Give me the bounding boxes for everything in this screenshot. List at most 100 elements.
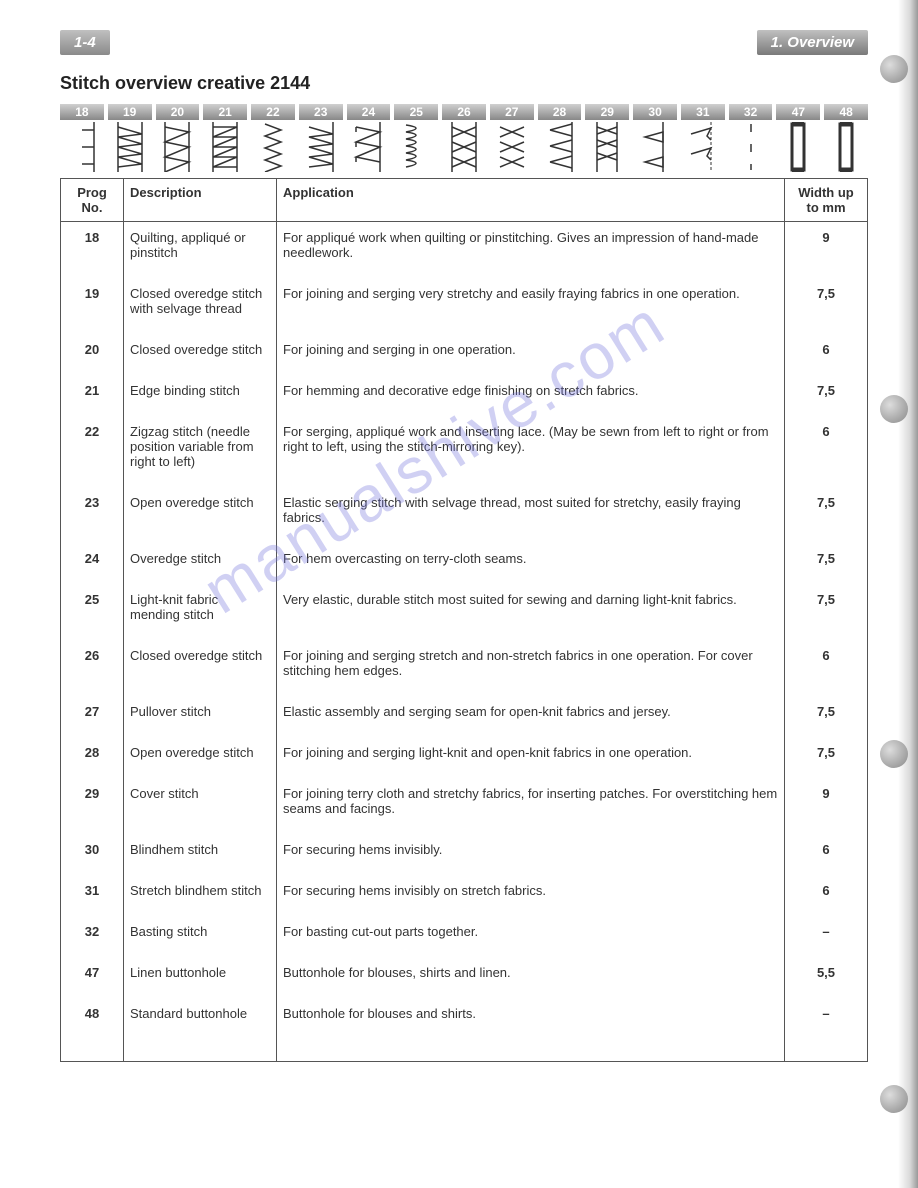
stitch-number-badge: 25 bbox=[394, 104, 438, 120]
cell-desc: Closed overedge stitch bbox=[124, 334, 277, 375]
table-header-row: Prog No. Description Application Width u… bbox=[61, 179, 868, 222]
stitch-icon bbox=[540, 122, 580, 172]
table-row: 21 Edge binding stitch For hemming and d… bbox=[61, 375, 868, 416]
cell-desc: Stretch blindhem stitch bbox=[124, 875, 277, 916]
stitch-cell: 31 bbox=[681, 104, 725, 172]
cell-desc: Light-knit fabric mending stitch bbox=[124, 584, 277, 640]
stitch-number-badge: 32 bbox=[729, 104, 773, 120]
stitch-cell: 30 bbox=[633, 104, 677, 172]
stitch-icon bbox=[253, 122, 293, 172]
cell-prog: 19 bbox=[61, 278, 124, 334]
cell-desc: Closed overedge stitch with selvage thre… bbox=[124, 278, 277, 334]
cell-desc: Blindhem stitch bbox=[124, 834, 277, 875]
stitch-icon bbox=[62, 122, 102, 172]
cell-width: 7,5 bbox=[785, 543, 868, 584]
cell-prog: 29 bbox=[61, 778, 124, 834]
stitch-number-badge: 22 bbox=[251, 104, 295, 120]
stitch-icon bbox=[348, 122, 388, 172]
cell-prog: 23 bbox=[61, 487, 124, 543]
cell-prog: 24 bbox=[61, 543, 124, 584]
stitch-number-badge: 27 bbox=[490, 104, 534, 120]
stitch-number-badge: 47 bbox=[776, 104, 820, 120]
cell-prog: 31 bbox=[61, 875, 124, 916]
cell-desc: Zigzag stitch (needle position variable … bbox=[124, 416, 277, 487]
cell-prog: 26 bbox=[61, 640, 124, 696]
stitch-icon bbox=[826, 122, 866, 172]
table-row: 19 Closed overedge stitch with selvage t… bbox=[61, 278, 868, 334]
table-row: 18 Quilting, appliqué or pinstitch For a… bbox=[61, 222, 868, 279]
stitch-cell: 29 bbox=[585, 104, 629, 172]
cell-desc: Standard buttonhole bbox=[124, 998, 277, 1062]
page: 1-4 1. Overview Stitch overview creative… bbox=[0, 0, 918, 1102]
cell-width: 9 bbox=[785, 222, 868, 279]
cell-app: Buttonhole for blouses and shirts. bbox=[277, 998, 785, 1062]
cell-app: Elastic serging stitch with selvage thre… bbox=[277, 487, 785, 543]
binder-hole bbox=[880, 740, 908, 768]
cell-width: 6 bbox=[785, 334, 868, 375]
stitch-cell: 26 bbox=[442, 104, 486, 172]
cell-prog: 30 bbox=[61, 834, 124, 875]
stitch-cell: 48 bbox=[824, 104, 868, 172]
page-number-badge: 1-4 bbox=[60, 30, 110, 55]
cell-app: For hem overcasting on terry-cloth seams… bbox=[277, 543, 785, 584]
cell-app: Very elastic, durable stitch most suited… bbox=[277, 584, 785, 640]
cell-app: For basting cut-out parts together. bbox=[277, 916, 785, 957]
stitch-number-badge: 30 bbox=[633, 104, 677, 120]
col-header-prog: Prog No. bbox=[61, 179, 124, 222]
stitch-number-badge: 18 bbox=[60, 104, 104, 120]
stitch-icon bbox=[731, 122, 771, 172]
table-row: 23 Open overedge stitch Elastic serging … bbox=[61, 487, 868, 543]
cell-width: 7,5 bbox=[785, 737, 868, 778]
stitch-number-badge: 19 bbox=[108, 104, 152, 120]
cell-app: For joining terry cloth and stretchy fab… bbox=[277, 778, 785, 834]
cell-prog: 28 bbox=[61, 737, 124, 778]
cell-app: Buttonhole for blouses, shirts and linen… bbox=[277, 957, 785, 998]
stitch-icon bbox=[396, 122, 436, 172]
table-row: 27 Pullover stitch Elastic assembly and … bbox=[61, 696, 868, 737]
stitch-number-badge: 26 bbox=[442, 104, 486, 120]
cell-app: For appliqué work when quilting or pinst… bbox=[277, 222, 785, 279]
cell-width: 6 bbox=[785, 416, 868, 487]
cell-prog: 20 bbox=[61, 334, 124, 375]
cell-width: 6 bbox=[785, 834, 868, 875]
cell-width: 5,5 bbox=[785, 957, 868, 998]
table-row: 24 Overedge stitch For hem overcasting o… bbox=[61, 543, 868, 584]
stitch-icon bbox=[110, 122, 150, 172]
cell-desc: Edge binding stitch bbox=[124, 375, 277, 416]
stitch-icon bbox=[587, 122, 627, 172]
stitch-number-badge: 24 bbox=[347, 104, 391, 120]
cell-width: 7,5 bbox=[785, 584, 868, 640]
stitch-icon bbox=[444, 122, 484, 172]
stitch-number-badge: 29 bbox=[585, 104, 629, 120]
stitch-number-badge: 23 bbox=[299, 104, 343, 120]
stitch-number-badge: 28 bbox=[538, 104, 582, 120]
stitch-icon-row: 1819202122232425262728293031324748 bbox=[60, 104, 868, 172]
cell-app: For joining and serging stretch and non-… bbox=[277, 640, 785, 696]
cell-prog: 48 bbox=[61, 998, 124, 1062]
cell-width: – bbox=[785, 998, 868, 1062]
section-badge: 1. Overview bbox=[757, 30, 868, 55]
stitch-cell: 23 bbox=[299, 104, 343, 172]
cell-desc: Cover stitch bbox=[124, 778, 277, 834]
table-body: 18 Quilting, appliqué or pinstitch For a… bbox=[61, 222, 868, 1062]
cell-prog: 25 bbox=[61, 584, 124, 640]
table-row: 29 Cover stitch For joining terry cloth … bbox=[61, 778, 868, 834]
col-header-width: Width up to mm bbox=[785, 179, 868, 222]
stitch-cell: 18 bbox=[60, 104, 104, 172]
stitch-number-badge: 20 bbox=[156, 104, 200, 120]
stitch-icon bbox=[157, 122, 197, 172]
stitch-number-badge: 21 bbox=[203, 104, 247, 120]
table-row: 22 Zigzag stitch (needle position variab… bbox=[61, 416, 868, 487]
stitch-cell: 28 bbox=[538, 104, 582, 172]
cell-desc: Overedge stitch bbox=[124, 543, 277, 584]
cell-app: For hemming and decorative edge finishin… bbox=[277, 375, 785, 416]
cell-desc: Closed overedge stitch bbox=[124, 640, 277, 696]
cell-desc: Open overedge stitch bbox=[124, 487, 277, 543]
page-title: Stitch overview creative 2144 bbox=[60, 73, 868, 94]
stitch-icon bbox=[301, 122, 341, 172]
table-row: 31 Stretch blindhem stitch For securing … bbox=[61, 875, 868, 916]
table-row: 47 Linen buttonhole Buttonhole for blous… bbox=[61, 957, 868, 998]
cell-desc: Quilting, appliqué or pinstitch bbox=[124, 222, 277, 279]
cell-width: 7,5 bbox=[785, 375, 868, 416]
stitch-cell: 27 bbox=[490, 104, 534, 172]
